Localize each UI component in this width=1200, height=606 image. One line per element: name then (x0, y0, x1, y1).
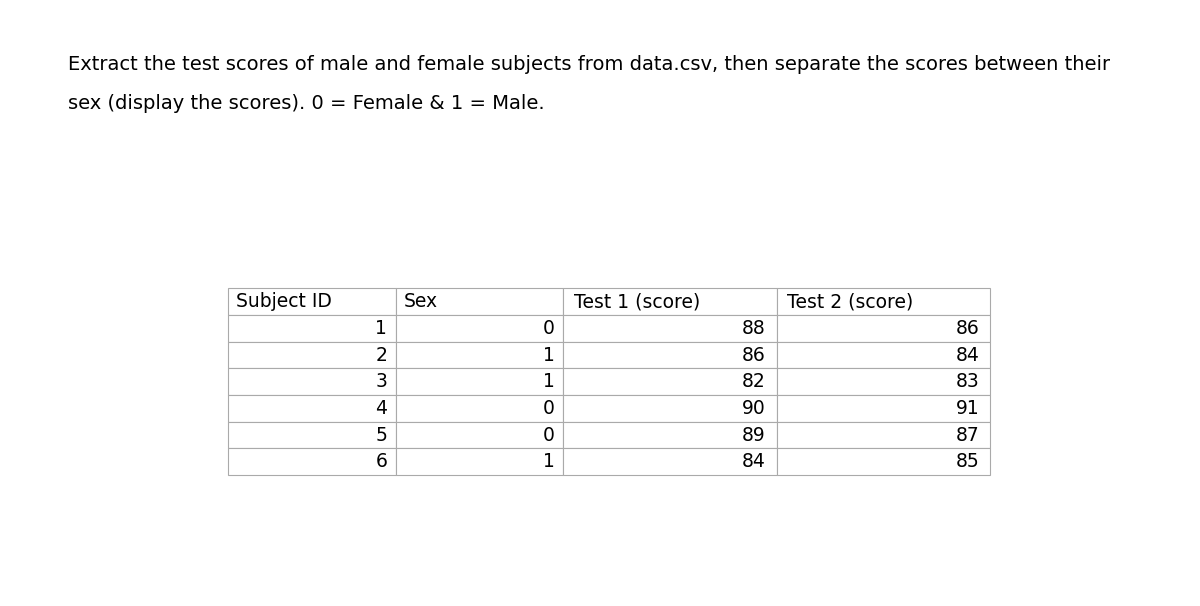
Text: sex (display the scores). 0 = Female & 1 = Male.: sex (display the scores). 0 = Female & 1… (68, 94, 545, 113)
Text: Extract the test scores of male and female subjects from data.csv, then separate: Extract the test scores of male and fema… (68, 55, 1110, 73)
